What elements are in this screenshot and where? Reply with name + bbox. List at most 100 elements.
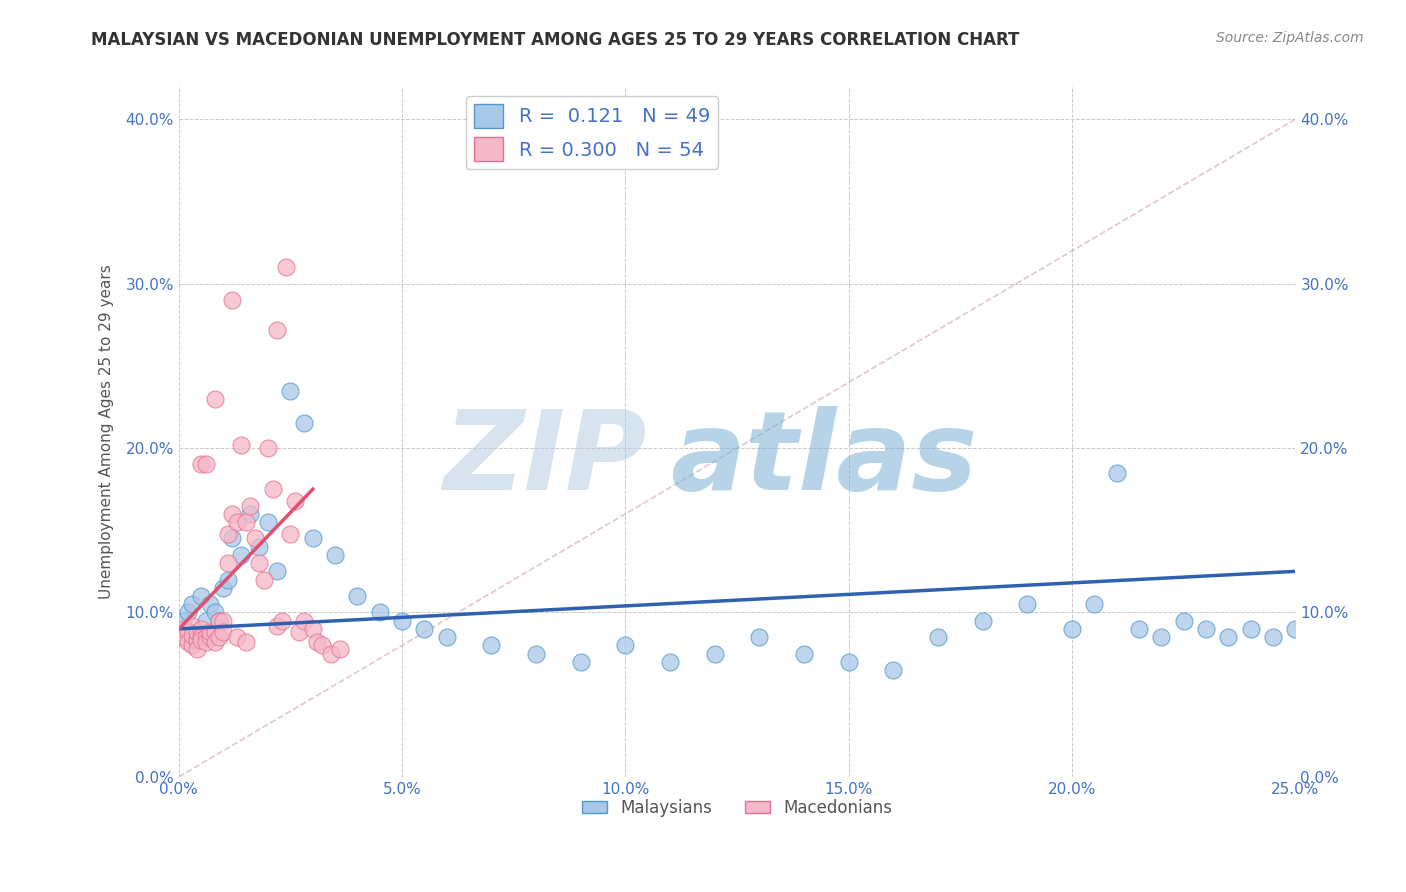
Point xyxy=(307,635,329,649)
Point xyxy=(243,532,266,546)
Point xyxy=(212,581,235,595)
Point xyxy=(368,606,391,620)
Point xyxy=(391,614,413,628)
Point xyxy=(181,597,204,611)
Point xyxy=(280,384,302,398)
Point xyxy=(172,622,194,636)
Point xyxy=(301,532,323,546)
Point xyxy=(838,655,860,669)
Point xyxy=(292,614,315,628)
Point xyxy=(221,532,243,546)
Point xyxy=(239,499,262,513)
Point xyxy=(217,556,239,570)
Point xyxy=(186,641,208,656)
Point xyxy=(208,630,231,644)
Point xyxy=(1173,614,1195,628)
Point xyxy=(177,635,200,649)
Point xyxy=(172,630,194,644)
Point xyxy=(204,606,226,620)
Point xyxy=(748,630,770,644)
Point xyxy=(1284,622,1306,636)
Point xyxy=(1195,622,1218,636)
Point xyxy=(190,633,212,648)
Point xyxy=(253,573,276,587)
Point xyxy=(231,548,253,562)
Point xyxy=(212,625,235,640)
Point xyxy=(198,597,221,611)
Point xyxy=(247,540,270,554)
Point xyxy=(177,606,200,620)
Y-axis label: Unemployment Among Ages 25 to 29 years: Unemployment Among Ages 25 to 29 years xyxy=(100,264,114,599)
Point xyxy=(217,526,239,541)
Point xyxy=(1261,630,1284,644)
Text: atlas: atlas xyxy=(671,406,977,513)
Point xyxy=(190,589,212,603)
Text: ZIP: ZIP xyxy=(444,406,648,513)
Point xyxy=(413,622,436,636)
Point xyxy=(569,655,592,669)
Point xyxy=(292,417,315,431)
Point xyxy=(793,647,815,661)
Point xyxy=(235,515,257,529)
Point xyxy=(186,625,208,640)
Point xyxy=(190,458,212,472)
Point xyxy=(323,548,346,562)
Point xyxy=(614,638,637,652)
Point xyxy=(190,622,212,636)
Point xyxy=(208,614,231,628)
Point xyxy=(225,630,247,644)
Point xyxy=(274,260,297,275)
Point xyxy=(284,493,307,508)
Point xyxy=(301,622,323,636)
Point xyxy=(1128,622,1150,636)
Point xyxy=(1083,597,1105,611)
Point xyxy=(481,638,503,652)
Point xyxy=(239,507,262,521)
Point xyxy=(217,573,239,587)
Text: MALAYSIAN VS MACEDONIAN UNEMPLOYMENT AMONG AGES 25 TO 29 YEARS CORRELATION CHART: MALAYSIAN VS MACEDONIAN UNEMPLOYMENT AMO… xyxy=(91,31,1019,49)
Point xyxy=(204,625,226,640)
Point xyxy=(204,392,226,406)
Point xyxy=(266,323,288,337)
Point xyxy=(257,441,280,455)
Point xyxy=(181,618,204,632)
Point xyxy=(288,625,311,640)
Point xyxy=(1062,622,1084,636)
Point xyxy=(186,633,208,648)
Point xyxy=(190,630,212,644)
Point xyxy=(231,438,253,452)
Point xyxy=(247,556,270,570)
Point xyxy=(257,515,280,529)
Point xyxy=(270,614,292,628)
Point xyxy=(194,458,217,472)
Point xyxy=(198,625,221,640)
Point xyxy=(1105,466,1128,480)
Point xyxy=(319,647,342,661)
Point xyxy=(436,630,458,644)
Point xyxy=(1240,622,1263,636)
Point xyxy=(221,507,243,521)
Point xyxy=(181,638,204,652)
Point xyxy=(198,630,221,644)
Point xyxy=(221,293,243,307)
Point xyxy=(1017,597,1039,611)
Point xyxy=(659,655,682,669)
Point xyxy=(346,589,368,603)
Point xyxy=(194,635,217,649)
Point xyxy=(194,630,217,644)
Point xyxy=(177,625,200,640)
Point xyxy=(212,614,235,628)
Point xyxy=(972,614,994,628)
Point xyxy=(1218,630,1240,644)
Point xyxy=(524,647,547,661)
Point xyxy=(225,515,247,529)
Point xyxy=(329,641,352,656)
Point xyxy=(172,614,194,628)
Point xyxy=(181,628,204,642)
Point xyxy=(927,630,949,644)
Point xyxy=(266,565,288,579)
Point xyxy=(703,647,725,661)
Point xyxy=(235,635,257,649)
Legend: Malaysians, Macedonians: Malaysians, Macedonians xyxy=(575,792,900,824)
Point xyxy=(204,635,226,649)
